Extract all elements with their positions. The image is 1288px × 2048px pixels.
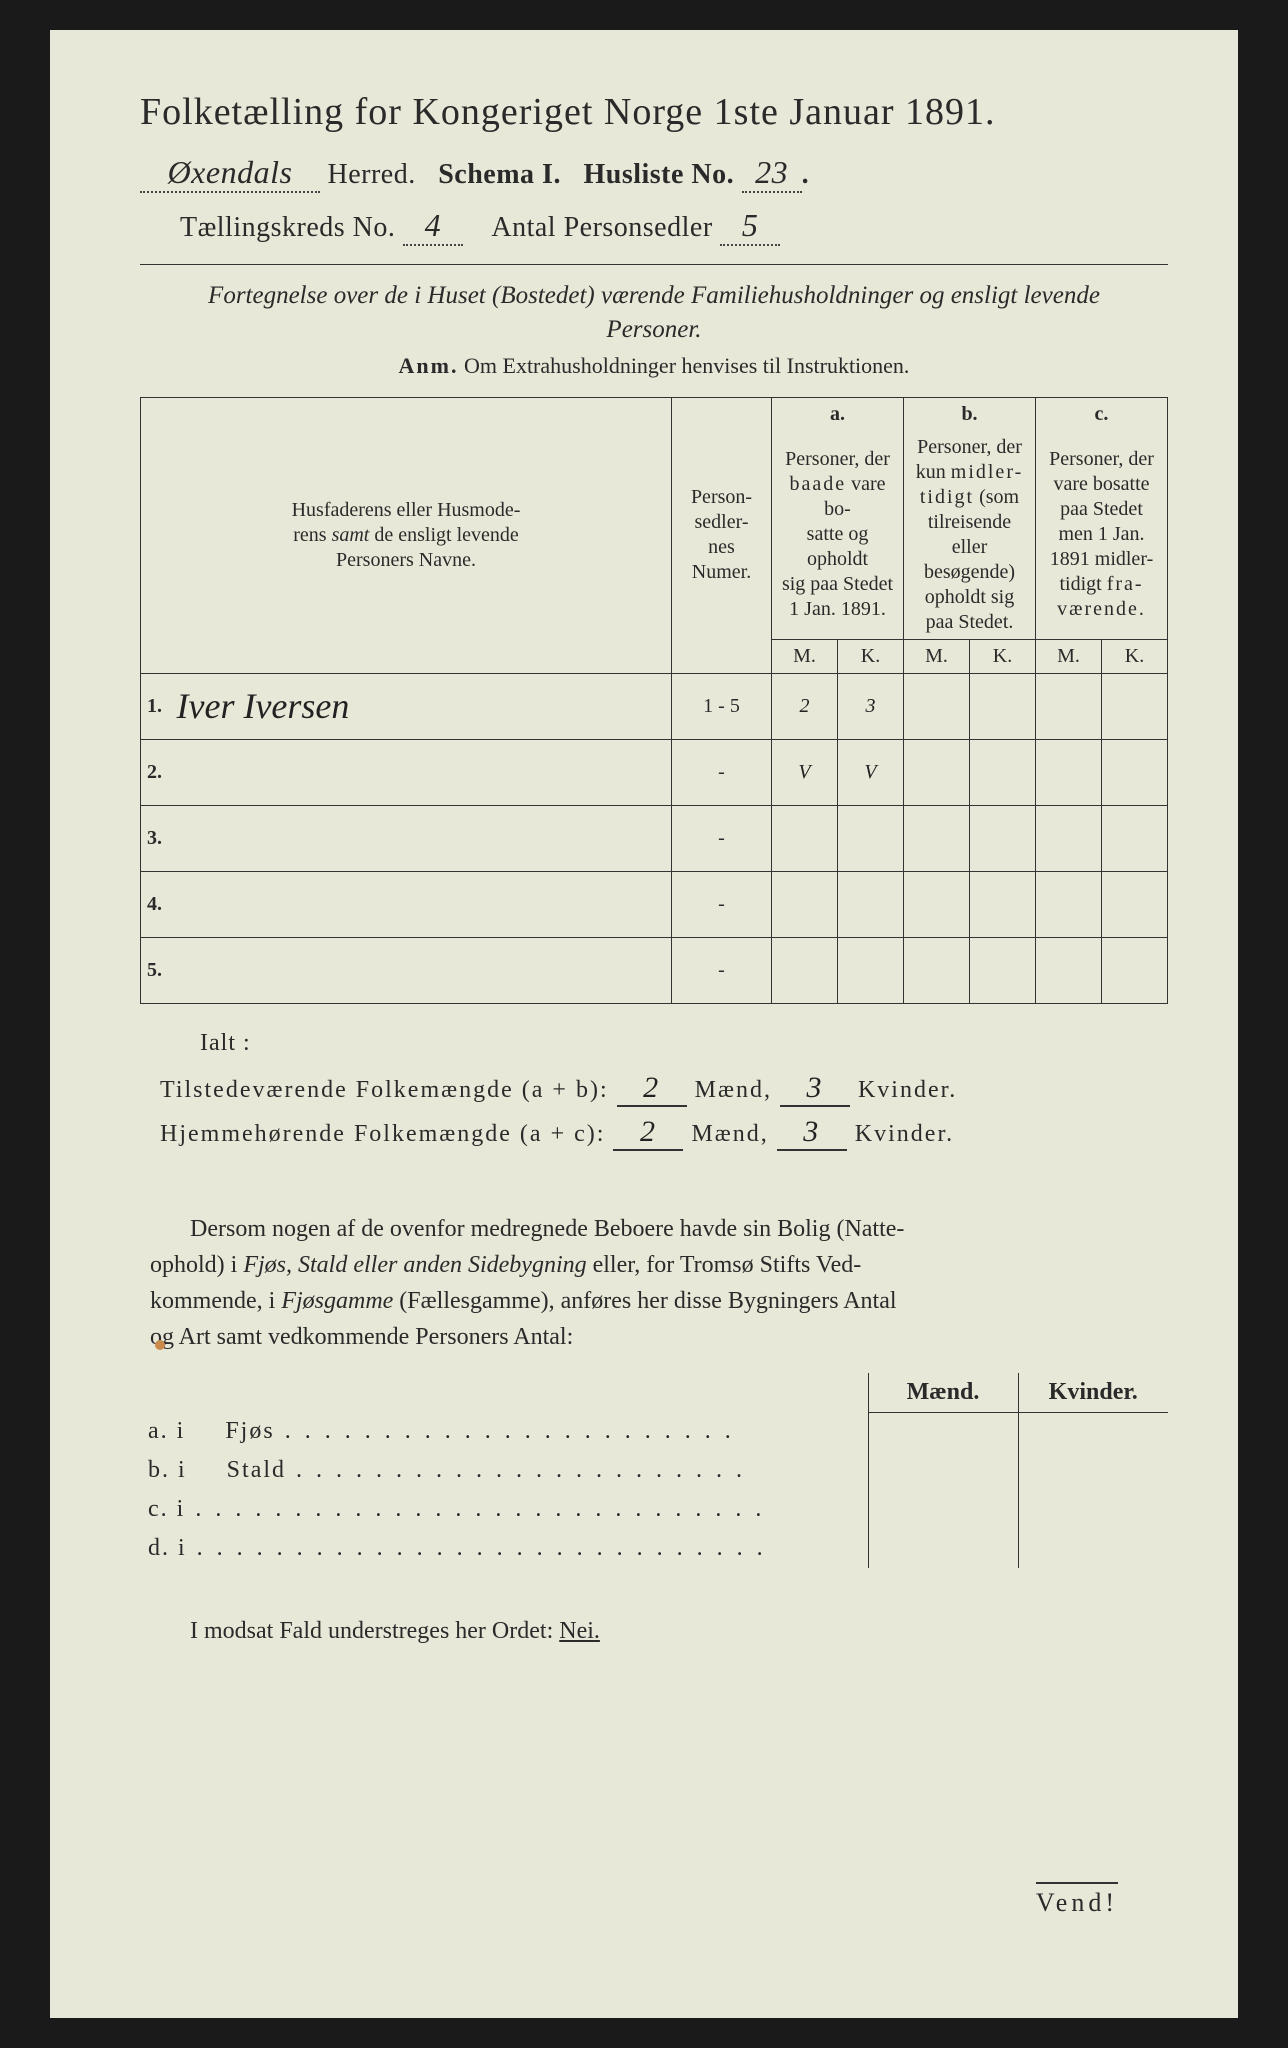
col-b-text: Personer, derkun midler-tidigt (somtilre… — [904, 431, 1036, 640]
antal-label: Antal Personsedler — [491, 212, 712, 243]
tilstede-m: 2 — [617, 1071, 687, 1107]
col-b: b. — [904, 397, 1036, 431]
table-row: 1. Iver Iversen 1 - 5 2 3 — [141, 673, 1168, 739]
c-m: M. — [1036, 639, 1102, 673]
col-a: a. — [772, 397, 904, 431]
building-row: a. i Fjøs . . . . . . . . . . . . . . . … — [140, 1412, 1168, 1451]
hjemme-m: 2 — [613, 1115, 683, 1151]
table-row: 5. - — [141, 937, 1168, 1003]
building-row: d. i . . . . . . . . . . . . . . . . . .… — [140, 1529, 1168, 1568]
side-building-table: Mænd. Kvinder. a. i Fjøs . . . . . . . .… — [140, 1373, 1168, 1569]
col-name: Husfaderens eller Husmode-rens samt de e… — [141, 397, 672, 673]
maend-header: Mænd. — [868, 1373, 1018, 1413]
table-row: 4. - — [141, 871, 1168, 937]
census-form-page: Folketælling for Kongeriget Norge 1ste J… — [50, 30, 1238, 2018]
side-building-paragraph: Dersom nogen af de ovenfor medregnede Be… — [150, 1211, 1158, 1355]
header-line-2: Tællingskreds No. 4 Antal Personsedler 5 — [180, 207, 1168, 246]
building-row: b. i Stald . . . . . . . . . . . . . . .… — [140, 1451, 1168, 1490]
building-row: c. i . . . . . . . . . . . . . . . . . .… — [140, 1490, 1168, 1529]
anm-line: Anm. Om Extrahusholdninger henvises til … — [140, 353, 1168, 379]
main-table: Husfaderens eller Husmode-rens samt de e… — [140, 397, 1168, 1004]
col-a-text: Personer, derbaade vare bo-satte og opho… — [772, 431, 904, 640]
anm-label: Anm. — [399, 353, 459, 378]
hjemme-line: Hjemmehørende Folkemængde (a + c): 2 Mæn… — [160, 1115, 1168, 1151]
header-line-1: Øxendals Herred. Schema I. Husliste No. … — [140, 154, 1168, 193]
tilstede-line: Tilstedeværende Folkemængde (a + b): 2 M… — [160, 1071, 1168, 1107]
col-c-text: Personer, dervare bosattepaa Stedetmen 1… — [1036, 431, 1168, 640]
nei-underlined: Nei. — [559, 1618, 600, 1644]
divider — [140, 264, 1168, 265]
table-row: 2. - V V — [141, 739, 1168, 805]
col-sedler: Person-sedler-nesNumer. — [672, 397, 772, 673]
stain-mark — [155, 1340, 165, 1350]
a-k: K. — [838, 639, 904, 673]
schema-label: Schema I. — [438, 159, 561, 190]
table-row: 3. - — [141, 805, 1168, 871]
kvinder-header: Kvinder. — [1018, 1373, 1168, 1413]
vend-label: Vend! — [1036, 1882, 1118, 1918]
instruction-text: Fortegnelse over de i Huset (Bostedet) v… — [160, 279, 1148, 347]
tilstede-k: 3 — [780, 1071, 850, 1107]
herred-handwritten: Øxendals — [140, 154, 320, 193]
c-k: K. — [1102, 639, 1168, 673]
ialt-label: Ialt : — [200, 1030, 1168, 1057]
page-title: Folketælling for Kongeriget Norge 1ste J… — [140, 90, 1168, 134]
hjemme-k: 3 — [777, 1115, 847, 1151]
person-name: Iver Iversen — [177, 686, 350, 726]
anm-text: Om Extrahusholdninger henvises til Instr… — [464, 353, 909, 378]
col-c: c. — [1036, 397, 1168, 431]
b-m: M. — [904, 639, 970, 673]
a-m: M. — [772, 639, 838, 673]
kreds-label: Tællingskreds No. — [180, 212, 395, 243]
modsat-line: I modsat Fald understreges her Ordet: Ne… — [190, 1618, 1168, 1645]
herred-label: Herred. — [328, 159, 416, 190]
husliste-label: Husliste No. — [583, 159, 734, 190]
husliste-no: 23 — [742, 154, 802, 193]
kreds-no: 4 — [403, 207, 463, 246]
antal-no: 5 — [720, 207, 780, 246]
b-k: K. — [970, 639, 1036, 673]
